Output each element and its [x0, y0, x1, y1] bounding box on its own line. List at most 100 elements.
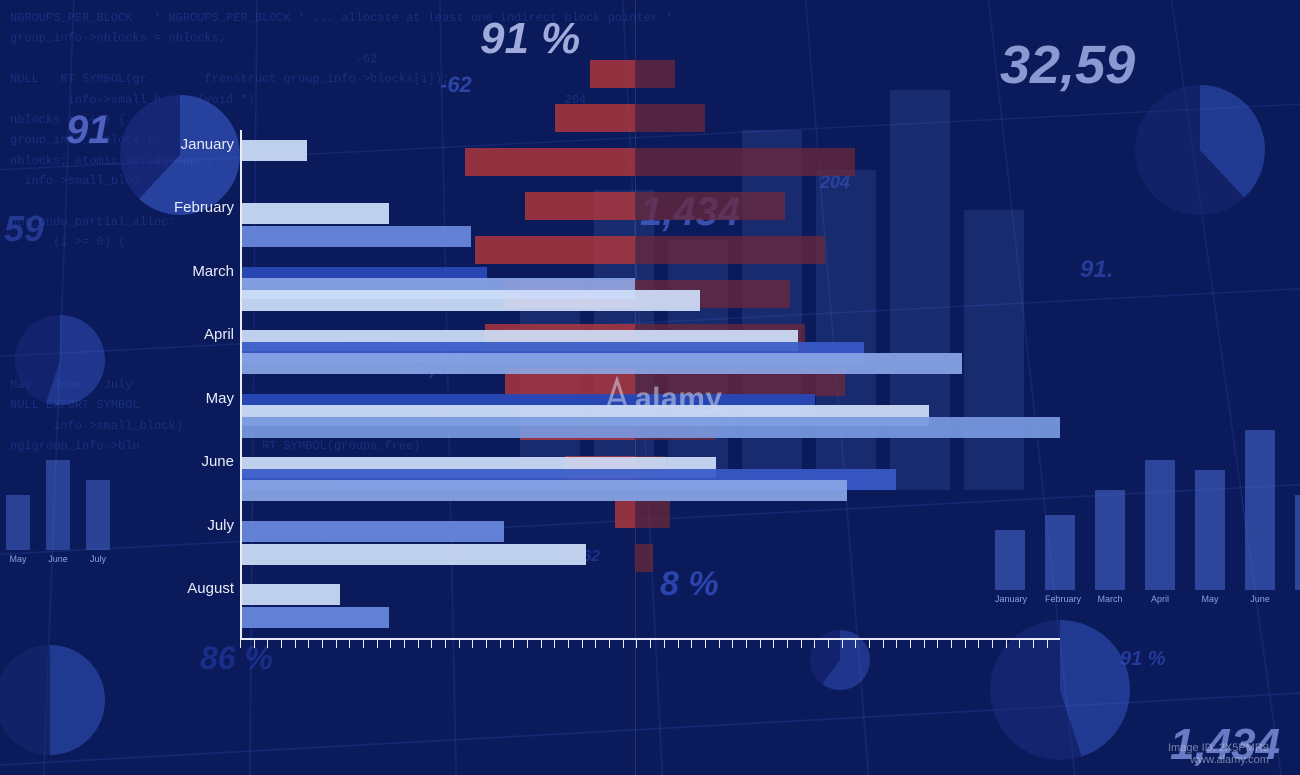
- x-tick: [910, 640, 924, 648]
- pie-chart-icon: [15, 315, 105, 405]
- x-tick: [595, 640, 609, 648]
- month-label: August: [160, 580, 234, 597]
- month-label: February: [160, 199, 234, 216]
- horizontal-bar: [242, 417, 1060, 438]
- x-tick: [554, 640, 568, 648]
- x-tick: [828, 640, 842, 648]
- small-bar-label: April: [1145, 594, 1175, 604]
- x-tick: [773, 640, 787, 648]
- tornado-row: [590, 60, 675, 88]
- x-tick: [527, 640, 541, 648]
- x-tick: [404, 640, 418, 648]
- x-tick: [760, 640, 774, 648]
- x-tick: [787, 640, 801, 648]
- x-tick: [349, 640, 363, 648]
- floating-stat-number: 91: [66, 108, 111, 153]
- small-bar: [1145, 460, 1175, 590]
- small-bar-label: May: [1195, 594, 1225, 604]
- x-tick: [459, 640, 473, 648]
- small-bar: [86, 480, 110, 550]
- x-tick: [582, 640, 596, 648]
- small-bar-label: July: [86, 554, 110, 564]
- x-tick: [650, 640, 664, 648]
- month-label: June: [160, 453, 234, 470]
- x-tick: [267, 640, 281, 648]
- small-bar: [46, 460, 70, 550]
- x-tick: [678, 640, 692, 648]
- main-horizontal-bar-chart: January February March April May June July Augu…: [160, 130, 1060, 660]
- x-tick: [883, 640, 897, 648]
- floating-stat-number: 1,434: [1170, 720, 1280, 770]
- month-label: July: [160, 517, 234, 534]
- x-tick: [937, 640, 951, 648]
- x-tick: [377, 640, 391, 648]
- x-tick: [486, 640, 500, 648]
- x-tick: [418, 640, 432, 648]
- x-tick: [814, 640, 828, 648]
- tornado-bar-left: [555, 104, 635, 132]
- month-row: March: [160, 263, 1060, 315]
- x-tick: [732, 640, 746, 648]
- small-bar-label: March: [1095, 594, 1125, 604]
- horizontal-bar: [242, 140, 307, 161]
- x-tick: [500, 640, 514, 648]
- x-tick: [664, 640, 678, 648]
- month-label: January: [160, 136, 234, 153]
- month-label: March: [160, 263, 234, 280]
- x-tick: [445, 640, 459, 648]
- horizontal-bar: [242, 353, 962, 374]
- month-row: June: [160, 453, 1060, 505]
- horizontal-bar: [242, 544, 586, 565]
- month-label: May: [160, 390, 234, 407]
- x-tick: [623, 640, 637, 648]
- x-tick: [336, 640, 350, 648]
- x-tick: [363, 640, 377, 648]
- x-tick: [965, 640, 979, 648]
- x-tick: [855, 640, 869, 648]
- x-tick: [1033, 640, 1047, 648]
- x-tick: [719, 640, 733, 648]
- small-bar-label: May: [6, 554, 30, 564]
- month-row: February: [160, 199, 1060, 251]
- x-tick: [705, 640, 719, 648]
- small-bar-label: July: [1295, 594, 1300, 604]
- month-row: May: [160, 390, 1060, 442]
- small-bar: [1195, 470, 1225, 590]
- x-tick: [390, 640, 404, 648]
- x-tick: [240, 640, 254, 648]
- floating-stat-number: 91 %: [480, 14, 580, 64]
- x-tick: [541, 640, 555, 648]
- tornado-row: [555, 104, 705, 132]
- horizontal-bar: [242, 290, 700, 311]
- month-label: April: [160, 326, 234, 343]
- x-tick: [513, 640, 527, 648]
- chart-rows: January February March April May June July Augu…: [160, 130, 1060, 638]
- horizontal-bar: [242, 607, 389, 628]
- x-tick: [746, 640, 760, 648]
- tornado-bar-right: [635, 104, 705, 132]
- x-tick: [801, 640, 815, 648]
- small-bar: [1245, 430, 1275, 590]
- x-tick: [924, 640, 938, 648]
- watermark-credit: Image ID: 2X5PMR9 www.alamy.com: [1168, 742, 1269, 766]
- month-row: July: [160, 517, 1060, 569]
- x-tick: [472, 640, 486, 648]
- tornado-bar-left: [590, 60, 635, 88]
- x-tick: [842, 640, 856, 648]
- x-tick: [308, 640, 322, 648]
- small-bar-label: June: [1245, 594, 1275, 604]
- x-tick: [691, 640, 705, 648]
- horizontal-bar: [242, 226, 471, 247]
- small-bar-label: June: [46, 554, 70, 564]
- small-left-bar-chart: May June July: [6, 440, 110, 564]
- x-tick: [951, 640, 965, 648]
- x-tick: [869, 640, 883, 648]
- floating-stat-number: -62: [440, 72, 472, 98]
- x-tick: [978, 640, 992, 648]
- month-row: April: [160, 326, 1060, 378]
- x-tick: [281, 640, 295, 648]
- floating-stat-number: 59: [4, 208, 44, 250]
- pie-chart-icon: [1135, 85, 1265, 215]
- horizontal-bar: [242, 521, 504, 542]
- x-tick: [254, 640, 268, 648]
